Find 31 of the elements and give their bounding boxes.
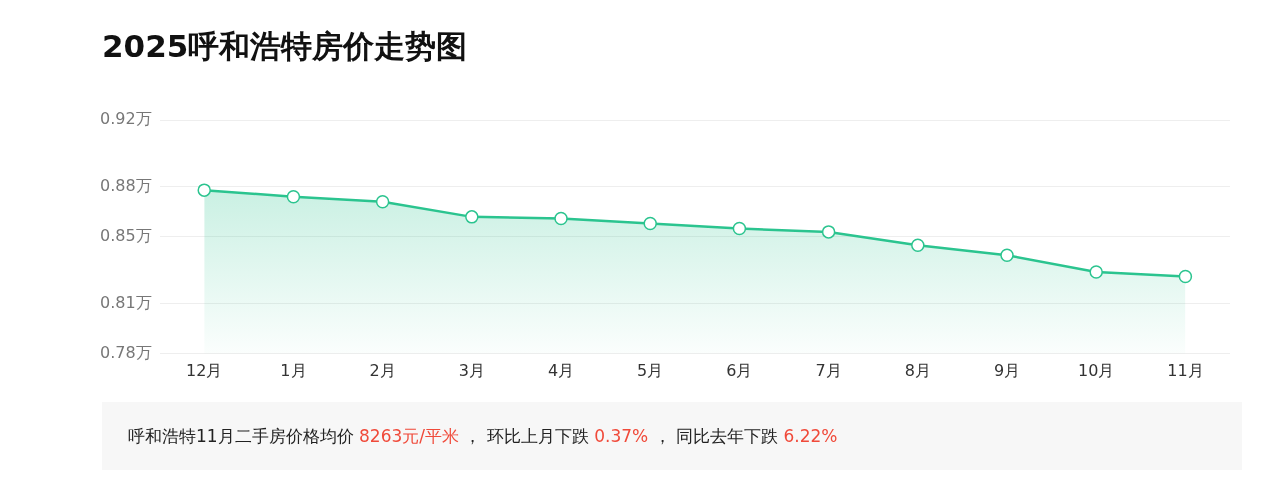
point <box>1178 269 1193 284</box>
point <box>286 190 301 204</box>
point <box>554 211 568 226</box>
x-tick-label: 7月 <box>815 360 842 380</box>
x-tick-label: 2月 <box>369 360 396 380</box>
x-tick-label: 12月 <box>186 360 223 380</box>
x-tick-label: 9月 <box>993 360 1021 380</box>
point <box>375 195 390 209</box>
x-tick-label: 11月 <box>1167 360 1204 380</box>
x-tick-label: 8月 <box>904 360 931 380</box>
point <box>465 210 479 224</box>
y-tick-label: 0.78万 <box>100 342 152 362</box>
x-tick-label: 3月 <box>458 360 485 380</box>
x-tick-label: 4月 <box>547 360 575 380</box>
y-tick-label: 0.81万 <box>100 292 152 312</box>
point <box>821 225 836 239</box>
point <box>732 221 747 236</box>
point <box>911 238 925 252</box>
y-tick-label: 0.92万 <box>100 109 152 129</box>
point <box>643 216 657 231</box>
y-tick-label: 0.88万 <box>100 175 152 195</box>
x-tick-label: 5月 <box>637 360 664 380</box>
text: 呼和浩特11月二手房价格均价 8263元/平米 ， 环比上月下跌 0.37% ， 同比去年下跌 6.22% <box>128 426 838 446</box>
x-tick-label: 6月 <box>726 360 753 380</box>
chart-title: 2025呼和浩特房价走势图 <box>102 27 468 66</box>
x-tick-label: 10月 <box>1078 360 1115 380</box>
point <box>1000 248 1014 263</box>
point <box>197 183 211 197</box>
x-tick-label: 1月 <box>280 360 307 380</box>
y-tick-label: 0.85万 <box>100 226 152 246</box>
point <box>1089 265 1103 279</box>
